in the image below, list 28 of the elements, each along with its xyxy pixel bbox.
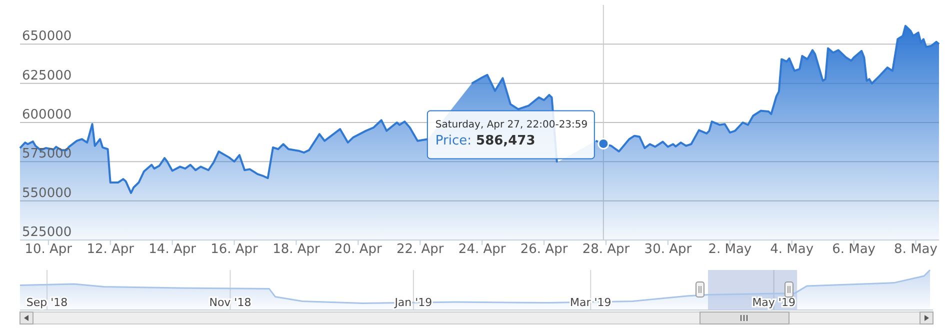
x-tick-label: 24. Apr — [458, 242, 506, 257]
x-tick-label: 10. Apr — [24, 242, 73, 257]
x-tick-label: 4. May — [770, 242, 814, 257]
x-tick-label: 30. Apr — [644, 242, 692, 257]
x-tick-label: 20. Apr — [334, 242, 382, 257]
y-tick-label: 600000 — [22, 108, 72, 122]
x-tick-label: 22. Apr — [396, 242, 444, 257]
x-tick-label: Jan '19 — [394, 296, 432, 309]
x-tick-label: 16. Apr — [210, 242, 259, 257]
x-tick-label: 8. May — [894, 242, 938, 257]
x-tick-label: 2. May — [708, 242, 752, 257]
y-tick-label: 625000 — [22, 68, 72, 84]
y-tick-label: 650000 — [22, 29, 72, 44]
x-tick-label: 26. Apr — [520, 242, 568, 257]
x-tick-label: Mar '19 — [570, 296, 612, 309]
annotation: Saturday, Apr 27, 22:00-23:59 — [435, 120, 588, 131]
x-tick-label: 14. Apr — [148, 242, 197, 257]
x-tick-label: 6. May — [832, 242, 876, 257]
x-tick-label: Sep '18 — [26, 296, 68, 309]
y-tick-label: 550000 — [22, 186, 72, 201]
x-tick-label: Nov '18 — [209, 296, 252, 309]
x-tick-label: 12. Apr — [86, 242, 135, 257]
x-tick-label: 18. Apr — [272, 242, 321, 257]
y-tick-label: 525000 — [22, 225, 72, 240]
x-tick-label: May '19 — [752, 296, 796, 309]
y-tick-label: 575000 — [22, 146, 72, 162]
x-tick-label: 28. Apr — [582, 242, 630, 257]
annotation: Price: 586,473 — [435, 134, 536, 149]
